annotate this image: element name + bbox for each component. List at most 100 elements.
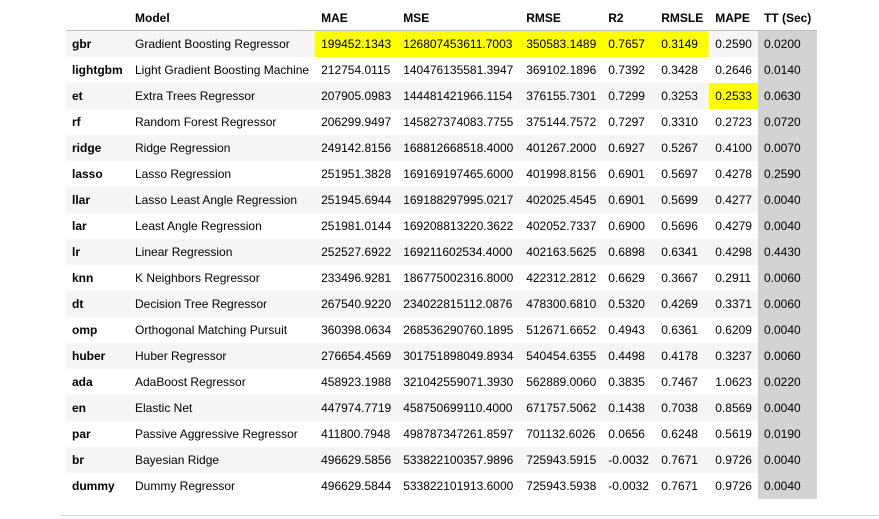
cell-model-name: Least Angle Regression: [129, 213, 316, 239]
table-row: omp Orthogonal Matching Pursuit 360398.063…: [66, 317, 818, 343]
table-row: et Extra Trees Regressor 207905.0983 144481…: [66, 83, 818, 109]
header-model: Model: [129, 6, 316, 31]
cell-rmsle: 0.3253: [655, 83, 710, 109]
cell-rmsle: 0.6341: [655, 239, 710, 265]
cell-mape: 0.4100: [709, 135, 758, 161]
cell-r2: 0.6901: [602, 187, 656, 213]
cell-mse: 234022815112.0876: [397, 291, 521, 317]
cell-model-name: Dummy Regressor: [129, 473, 316, 499]
cell-model-id: lasso: [66, 161, 129, 187]
cell-model-id: llar: [66, 187, 129, 213]
table-row: lar Least Angle Regression 251981.0144 1692…: [66, 213, 818, 239]
cell-r2: 0.6901: [602, 161, 656, 187]
cell-rmsle: 0.6248: [655, 421, 710, 447]
cell-model-id: en: [66, 395, 129, 421]
cell-rmsle: 0.5696: [655, 213, 710, 239]
cell-rmse: 401267.2000: [520, 135, 603, 161]
cell-rmsle: 0.5267: [655, 135, 710, 161]
cell-mape: 0.6209: [709, 317, 758, 343]
table-row: en Elastic Net 447974.7719 458750699110.400…: [66, 395, 818, 421]
cell-r2: 0.7657: [602, 30, 656, 57]
cell-model-id: gbr: [66, 30, 129, 57]
cell-mae: 458923.1988: [315, 369, 398, 395]
cell-tt-sec: 0.0060: [757, 265, 818, 291]
bottom-divider: [60, 515, 879, 516]
cell-rmse: 701132.6026: [520, 421, 603, 447]
cell-mape: 1.0623: [709, 369, 758, 395]
table-row: huber Huber Regressor 276654.4569 301751898…: [66, 343, 818, 369]
cell-r2: 0.6629: [602, 265, 656, 291]
cell-model-name: Lasso Least Angle Regression: [129, 187, 316, 213]
cell-model-name: Elastic Net: [129, 395, 316, 421]
cell-mae: 207905.0983: [315, 83, 398, 109]
cell-mape: 0.2723: [709, 109, 758, 135]
cell-mae: 206299.9497: [315, 109, 398, 135]
cell-mse: 126807453611.7003: [397, 30, 521, 57]
cell-rmse: 422312.2812: [520, 265, 603, 291]
cell-rmse: 402052.7337: [520, 213, 603, 239]
cell-r2: 0.7297: [602, 109, 656, 135]
cell-mape: 0.3237: [709, 343, 758, 369]
cell-mse: 321042559071.3930: [397, 369, 521, 395]
table-row: par Passive Aggressive Regressor 411800.79…: [66, 421, 818, 447]
header-rmse: RMSE: [520, 6, 603, 31]
cell-r2: 0.6900: [602, 213, 656, 239]
cell-mae: 251945.6944: [315, 187, 398, 213]
cell-rmsle: 0.7038: [655, 395, 710, 421]
cell-mae: 411800.7948: [315, 421, 398, 447]
cell-model-id: et: [66, 83, 129, 109]
table-row: lr Linear Regression 252527.6922 1692116025…: [66, 239, 818, 265]
table-row: ada AdaBoost Regressor 458923.1988 32104255…: [66, 369, 818, 395]
cell-mae: 267540.9220: [315, 291, 398, 317]
cell-model-name: Orthogonal Matching Pursuit: [129, 317, 316, 343]
cell-mae: 496629.5844: [315, 473, 398, 499]
cell-mse: 168812668518.4000: [397, 135, 521, 161]
cell-mae: 233496.9281: [315, 265, 398, 291]
cell-rmse: 402163.5625: [520, 239, 603, 265]
cell-tt-sec: 0.0040: [757, 317, 818, 343]
cell-r2: 0.4498: [602, 343, 656, 369]
cell-r2: -0.0032: [602, 473, 656, 499]
cell-model-name: Linear Regression: [129, 239, 316, 265]
cell-mae: 249142.8156: [315, 135, 398, 161]
cell-mape: 0.8569: [709, 395, 758, 421]
cell-mape: 0.4279: [709, 213, 758, 239]
table-row: dummy Dummy Regressor 496629.5844 533822101…: [66, 473, 818, 499]
cell-model-id: huber: [66, 343, 129, 369]
cell-mae: 251981.0144: [315, 213, 398, 239]
cell-r2: -0.0032: [602, 447, 656, 473]
cell-rmse: 350583.1489: [520, 30, 603, 57]
cell-model-id: lightgbm: [66, 57, 129, 83]
cell-tt-sec: 0.2590: [757, 161, 818, 187]
cell-mape: 0.9726: [709, 447, 758, 473]
cell-mse: 169211602534.4000: [397, 239, 521, 265]
cell-mape: 0.2911: [709, 265, 758, 291]
cell-tt-sec: 0.0060: [757, 291, 818, 317]
cell-r2: 0.0656: [602, 421, 656, 447]
cell-model-name: Light Gradient Boosting Machine: [129, 57, 316, 83]
cell-rmsle: 0.3428: [655, 57, 710, 83]
cell-rmsle: 0.5697: [655, 161, 710, 187]
cell-mape: 0.2590: [709, 30, 758, 57]
cell-mae: 276654.4569: [315, 343, 398, 369]
cell-model-name: Bayesian Ridge: [129, 447, 316, 473]
cell-rmse: 402025.4545: [520, 187, 603, 213]
cell-rmse: 540454.6355: [520, 343, 603, 369]
cell-rmse: 369102.1896: [520, 57, 603, 83]
table-row: ridge Ridge Regression 249142.8156 16881266…: [66, 135, 818, 161]
cell-mape: 0.4277: [709, 187, 758, 213]
cell-rmse: 725943.5915: [520, 447, 603, 473]
header-mse: MSE: [397, 6, 521, 31]
cell-r2: 0.3835: [602, 369, 656, 395]
cell-mape: 0.4298: [709, 239, 758, 265]
table-header-row: Model MAE MSE RMSE R2 RMSLE MAPE TT (Sec…: [66, 6, 818, 31]
cell-mape: 0.9726: [709, 473, 758, 499]
cell-tt-sec: 0.0040: [757, 187, 818, 213]
cell-model-name: Decision Tree Regressor: [129, 291, 316, 317]
cell-r2: 0.4943: [602, 317, 656, 343]
cell-mse: 186775002316.8000: [397, 265, 521, 291]
table-row: lasso Lasso Regression 251951.3828 16916919…: [66, 161, 818, 187]
cell-mae: 212754.0115: [315, 57, 398, 83]
cell-mse: 268536290760.1895: [397, 317, 521, 343]
cell-model-id: br: [66, 447, 129, 473]
